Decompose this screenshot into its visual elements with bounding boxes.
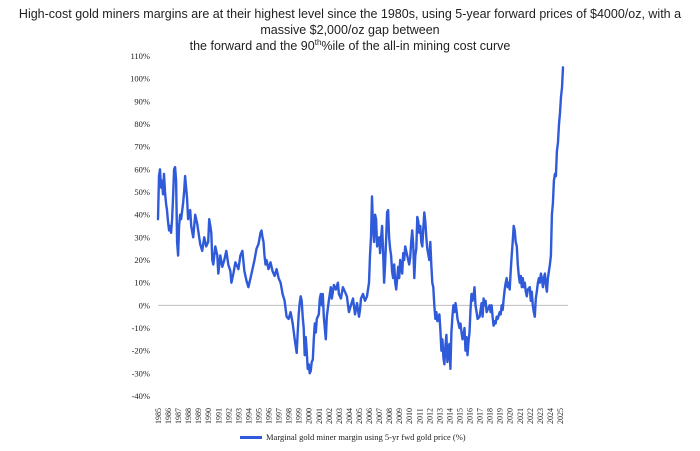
x-tick-label: 1993 (234, 408, 243, 424)
title-line-1: High-cost gold miners margins are at the… (18, 7, 682, 37)
title-line-2-start: the forward and the 90 (189, 39, 315, 53)
y-tick-label: 60% (134, 164, 150, 174)
y-tick-label: 50% (134, 187, 150, 197)
y-tick-label: 110% (130, 51, 150, 61)
y-axis: 110% 100% 90% 80% 70% 60% 50% 40% 30% 20% 10% 0% -10… (130, 51, 150, 401)
y-tick-label: 0% (139, 300, 150, 310)
x-tick-label: 2021 (516, 408, 525, 424)
y-tick-label: 100% (130, 74, 150, 84)
x-tick-label: 2020 (506, 408, 515, 424)
x-tick-label: 2018 (486, 408, 495, 424)
x-tick-label: 2000 (305, 408, 314, 424)
x-tick-label: 2014 (445, 408, 454, 424)
x-tick-label: 1995 (254, 408, 263, 424)
x-tick-label: 1996 (265, 408, 274, 424)
x-tick-label: 1997 (275, 408, 284, 424)
x-tick-label: 2023 (536, 408, 545, 424)
title-line-2: the forward and the 90th%ile of the all-… (0, 38, 700, 54)
x-tick-label: 2011 (415, 408, 424, 424)
legend-swatch (240, 435, 262, 439)
y-tick-label: 70% (134, 142, 150, 152)
x-tick-label: 1998 (285, 408, 294, 424)
x-tick-label: 2006 (365, 408, 374, 424)
y-tick-label: -40% (132, 391, 150, 401)
x-tick-label: 2013 (435, 408, 444, 424)
x-tick-label: 2017 (476, 408, 485, 424)
legend: Marginal gold miner margin using 5-yr fw… (240, 430, 466, 444)
y-tick-label: 40% (134, 210, 150, 220)
x-tick-label: 2012 (425, 408, 434, 424)
x-tick-label: 2015 (455, 408, 464, 424)
y-tick-label: 90% (134, 96, 150, 106)
x-tick-label: 2005 (355, 408, 364, 424)
x-tick-label: 2003 (335, 408, 344, 424)
x-tick-label: 2001 (315, 408, 324, 424)
y-tick-label: -30% (132, 368, 150, 378)
x-tick-label: 2022 (526, 408, 535, 424)
title-superscript: th (314, 37, 322, 47)
x-tick-label: 1989 (194, 408, 203, 424)
y-tick-label: 10% (134, 278, 150, 288)
y-tick-label: 30% (134, 232, 150, 242)
x-axis: 1985 1986 1987 1988 1989 1990 1991 1992 1993 1994… (154, 304, 568, 424)
x-tick-label: 1991 (214, 408, 223, 424)
legend-label: Marginal gold miner margin using 5-yr fw… (266, 432, 466, 442)
y-tick-label: -20% (132, 346, 150, 356)
x-tick-label: 1987 (174, 408, 183, 424)
y-tick-label: -10% (132, 323, 150, 333)
x-tick-label: 2010 (405, 408, 414, 424)
x-tick-label: 1992 (224, 408, 233, 424)
x-tick-label: 2019 (496, 408, 505, 424)
x-tick-label: 2007 (375, 408, 384, 424)
x-tick-label: 2025 (556, 408, 565, 424)
title-line-2-end: %ile of the all-in mining cost curve (321, 39, 511, 53)
y-tick-label: 20% (134, 255, 150, 265)
x-tick-label: 2004 (345, 408, 354, 424)
series-group (156, 66, 565, 375)
x-tick-label: 1994 (244, 408, 253, 424)
y-tick-label: 80% (134, 119, 150, 129)
x-tick-label: 1986 (164, 408, 173, 424)
chart-title: High-cost gold miners margins are at the… (0, 6, 700, 54)
x-tick-label: 2009 (395, 408, 404, 424)
x-tick-label: 2024 (546, 408, 555, 424)
x-tick-label: 1999 (295, 408, 304, 424)
x-tick-label: 2008 (385, 408, 394, 424)
series-line-0 (156, 66, 565, 375)
x-tick-label: 2016 (466, 408, 475, 424)
x-tick-label: 1985 (154, 408, 163, 424)
x-tick-label: 1990 (204, 408, 213, 424)
x-tick-label: 2002 (325, 408, 334, 424)
x-tick-label: 1988 (184, 408, 193, 424)
